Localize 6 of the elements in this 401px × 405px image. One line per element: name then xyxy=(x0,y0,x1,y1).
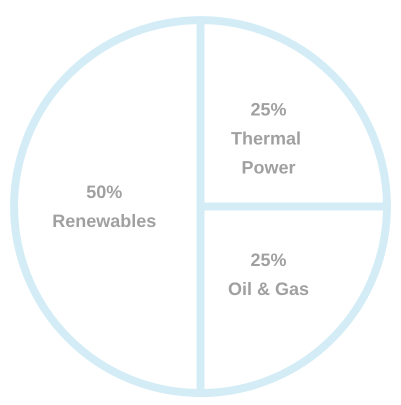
data-label: 50% xyxy=(86,182,122,202)
slice-label: Thermal Power xyxy=(231,128,306,178)
data-label: 25% xyxy=(250,250,287,270)
slice-label: Oil & Gas xyxy=(228,279,310,300)
slice-label: Renewables xyxy=(52,211,156,232)
data-label: 25% xyxy=(250,100,287,120)
